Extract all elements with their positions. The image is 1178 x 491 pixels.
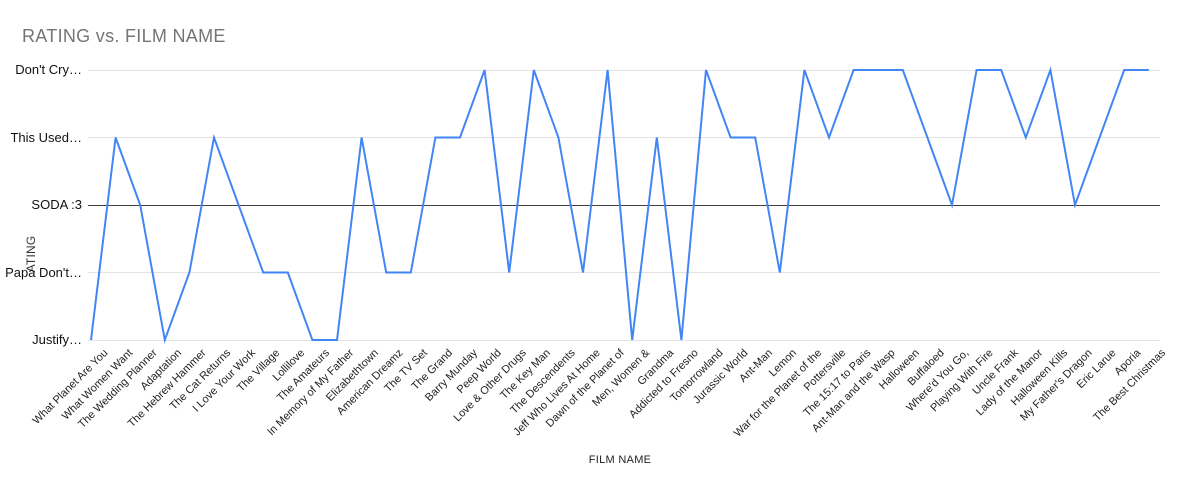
y-tick-label: This Used… [10,129,82,145]
y-tick-label: Justify… [32,332,82,347]
gridline [88,137,1160,138]
baseline-gridline [88,204,1160,206]
y-tick-label: Papa Don't… [5,264,82,280]
gridline [88,69,1160,71]
x-axis-title: FILM NAME [588,454,652,466]
chart-title: RATING vs. FILM NAME [22,26,226,46]
gridline [88,272,1160,273]
y-tick-label: Don't Cry… [15,62,82,77]
gridline [88,339,1160,341]
y-tick-label: SODA :3 [31,197,82,212]
